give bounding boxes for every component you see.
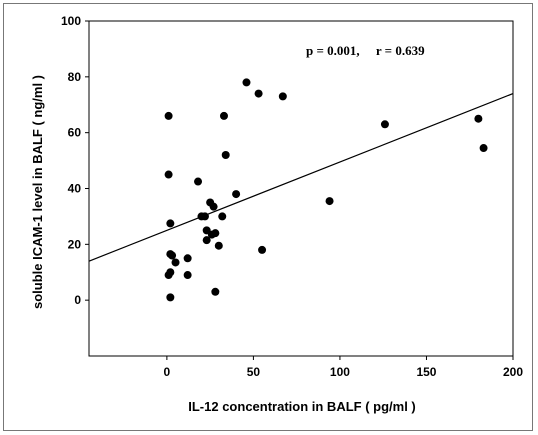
x-tick-label: 150 [416,365,436,379]
data-point [242,78,251,87]
y-tick-label: 60 [68,126,82,140]
data-point [200,212,209,221]
data-point [168,251,177,260]
data-point [211,229,220,238]
data-point [258,245,267,254]
y-tick-label: 20 [68,237,82,251]
x-tick-label: 0 [164,365,171,379]
data-point [166,293,175,302]
data-point [219,111,228,120]
plot-area [88,20,514,357]
x-tick-label: 50 [247,365,261,379]
data-point [164,111,173,120]
data-point [218,212,227,221]
data-point [380,120,389,129]
y-tick-label: 100 [61,14,81,28]
x-axis-label: IL-12 concentration in BALF ( pg/ml ) [188,399,416,414]
y-tick-label: 40 [68,182,82,196]
data-point [164,271,173,280]
data-point [232,190,241,199]
data-point [209,202,218,211]
stats-annotation: p = 0.001, r = 0.639 [306,43,425,58]
data-point [183,271,192,280]
data-point [254,89,263,98]
chart-frame [3,3,533,431]
regression-line [88,93,514,262]
data-point [474,114,483,123]
data-point [211,287,220,296]
y-tick-label: 0 [74,293,81,307]
x-tick-label: 100 [330,365,350,379]
data-point [278,92,287,101]
data-point [221,151,230,159]
data-point [166,219,175,228]
data-point [164,170,173,179]
data-point [479,144,488,153]
data-point [183,254,192,263]
y-axis-label: soluble ICAM-1 level in BALF ( ng/ml ) [30,75,45,309]
data-point [171,258,180,267]
data-point [194,177,203,186]
data-point [202,236,211,245]
data-point [325,197,334,206]
x-tick-label: 200 [503,365,523,379]
data-point [214,241,223,250]
y-tick-label: 80 [68,70,82,84]
